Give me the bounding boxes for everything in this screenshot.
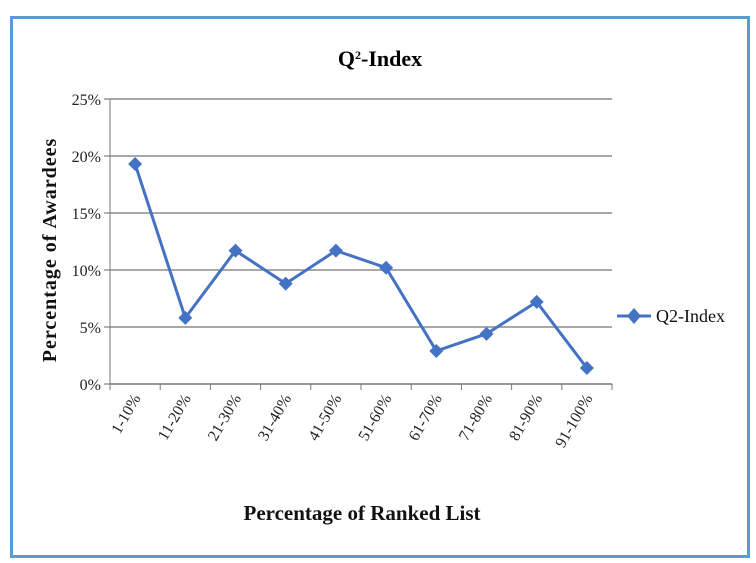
series-q2-index xyxy=(128,156,594,376)
legend: Q2-Index xyxy=(617,306,725,326)
data-point xyxy=(228,243,243,258)
data-point xyxy=(479,326,494,341)
legend-marker xyxy=(627,308,641,324)
x-tick-label: 31-40% xyxy=(255,392,295,444)
y-tick-label: 10% xyxy=(72,263,101,280)
x-tick-label: 11-20% xyxy=(155,392,195,444)
data-point xyxy=(128,156,143,171)
data-point xyxy=(429,343,444,358)
gridlines xyxy=(104,98,612,385)
x-tick-label: 91-100% xyxy=(552,392,596,451)
data-point xyxy=(278,276,293,291)
chart-title: Q2-Index xyxy=(338,46,422,71)
chart-title-rest: -Index xyxy=(361,46,422,71)
y-tick-label: 20% xyxy=(72,149,101,166)
series-line xyxy=(133,163,589,369)
x-tick-label: 51-60% xyxy=(356,392,396,444)
y-tick-label: 0% xyxy=(80,377,101,394)
chart-title-main: Q xyxy=(338,46,355,71)
chart-title-superscript: 2 xyxy=(355,48,361,62)
data-point xyxy=(379,260,394,275)
x-tick-label: 41-50% xyxy=(305,392,345,444)
y-tick-label: 25% xyxy=(72,92,101,109)
x-tick-label: 61-70% xyxy=(406,392,446,444)
x-tick-label: 81-90% xyxy=(506,392,546,444)
chart-frame xyxy=(10,16,750,558)
x-tick-label: 71-80% xyxy=(456,392,496,444)
data-point xyxy=(178,310,193,325)
x-axis-label: Percentage of Ranked List xyxy=(244,501,481,525)
data-point xyxy=(529,294,544,309)
y-tick-label: 5% xyxy=(80,320,101,337)
legend-label: Q2-Index xyxy=(656,306,725,326)
x-tick-labels: 1-10% 11-20% 21-30% 31-40% 41-50% 51-60% 61-70… xyxy=(109,392,597,451)
y-axis-label: Percentage of Awardees xyxy=(39,138,61,363)
x-tick-label: 21-30% xyxy=(205,392,245,444)
axes xyxy=(109,99,613,390)
x-tick-label: 1-10% xyxy=(109,392,145,437)
data-point xyxy=(328,243,343,258)
y-tick-label: 15% xyxy=(72,206,101,223)
data-point xyxy=(579,361,594,376)
y-tick-labels: 0% 5% 10% 15% 20% 25% xyxy=(72,92,101,394)
